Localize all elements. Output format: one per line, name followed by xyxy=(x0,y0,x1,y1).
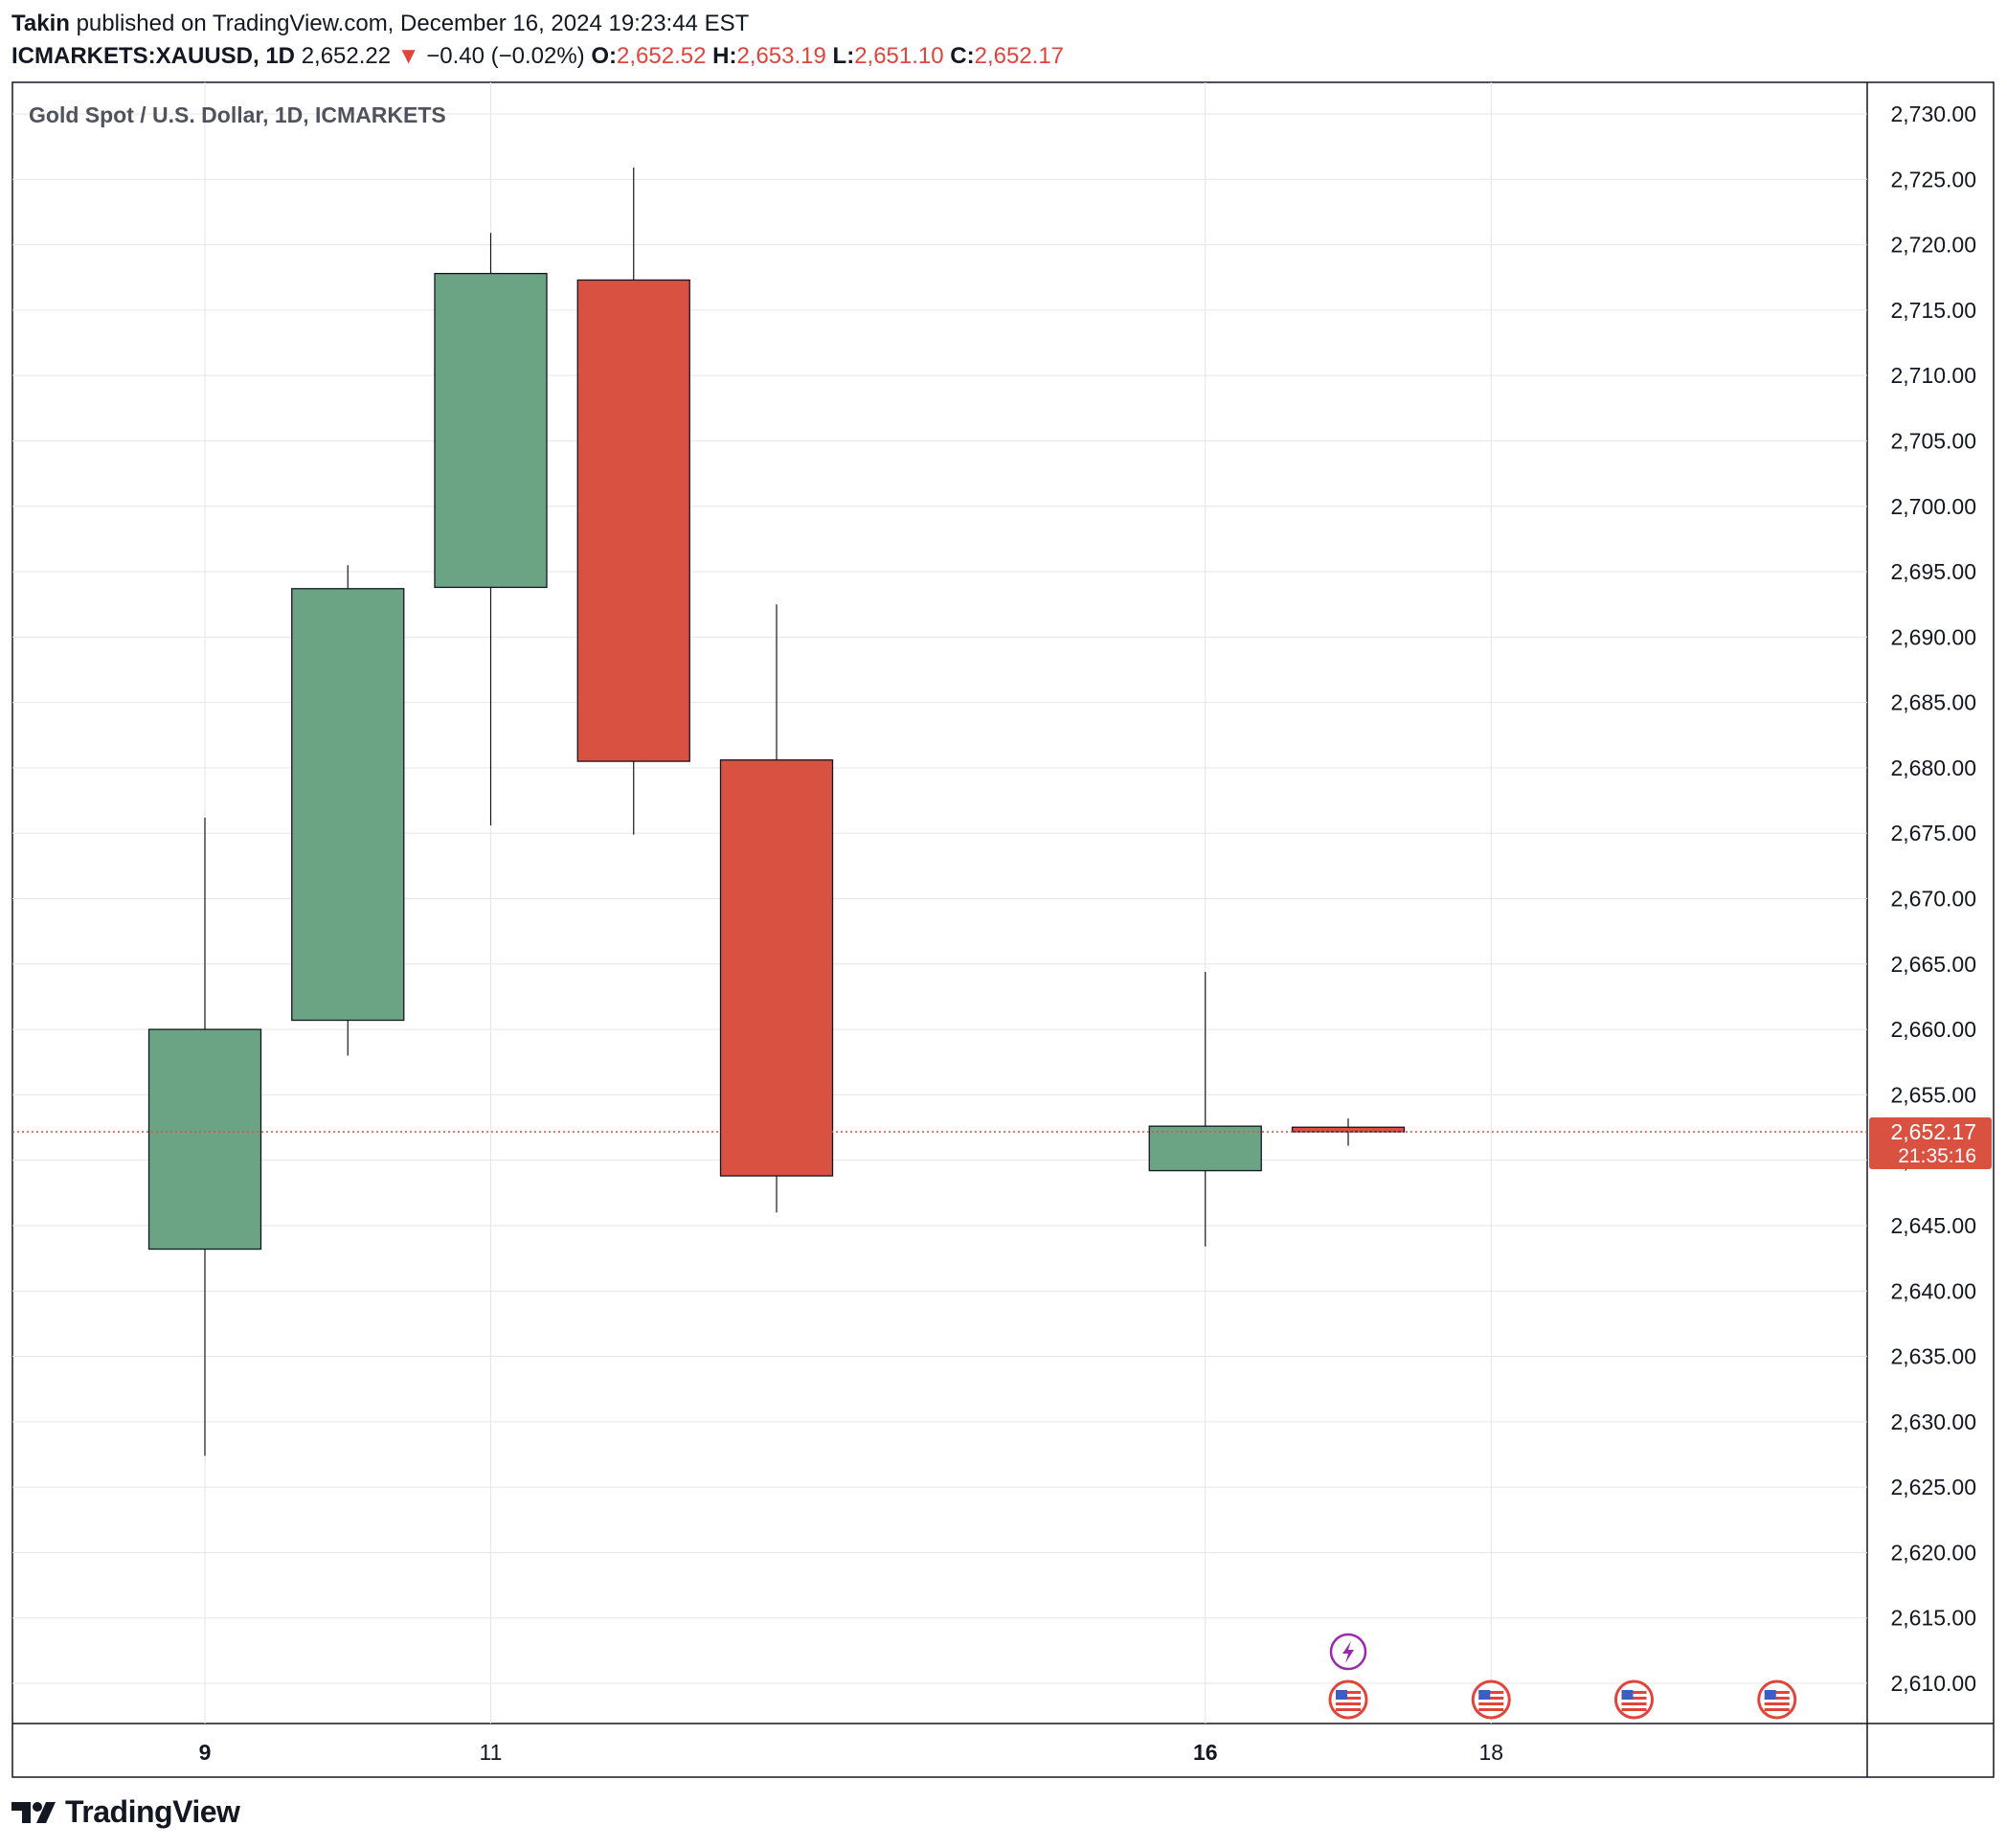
price-tick-label: 2,640.00 xyxy=(1890,1278,1976,1303)
countdown-label: 21:35:16 xyxy=(1898,1145,1976,1167)
bolt-icon xyxy=(1329,1633,1367,1671)
price-tick-label: 2,730.00 xyxy=(1890,101,1976,126)
footer: TradingView xyxy=(11,1794,240,1830)
candle-body xyxy=(434,272,548,589)
time-tick-label: 16 xyxy=(1193,1740,1218,1765)
candle xyxy=(434,233,548,826)
publish-line: Takin published on TradingView.com, Dece… xyxy=(11,8,1064,40)
price-tick-label: 2,625.00 xyxy=(1890,1475,1976,1499)
chart-title: Gold Spot / U.S. Dollar, 1D, ICMARKETS xyxy=(29,102,446,127)
candle xyxy=(719,604,834,1213)
price-tick-label: 2,655.00 xyxy=(1890,1082,1976,1107)
price-tick-label: 2,665.00 xyxy=(1890,952,1976,977)
close-value: 2,652.17 xyxy=(974,43,1065,69)
time-tick-label: 9 xyxy=(199,1740,212,1765)
quote-line: ICMARKETS:XAUUSD, 1D 2,652.22 ▼ −0.40 (−… xyxy=(11,40,1064,73)
price-tick-label: 2,610.00 xyxy=(1890,1671,1976,1696)
price-tick-label: 2,615.00 xyxy=(1890,1606,1976,1631)
open-value: 2,652.52 xyxy=(617,43,707,69)
chart-frame xyxy=(11,81,1995,1778)
time-tick-label: 11 xyxy=(480,1740,503,1765)
candle-body xyxy=(147,1028,262,1251)
price-tick-label: 2,680.00 xyxy=(1890,755,1976,780)
price-change: −0.40 (−0.02%) xyxy=(426,43,585,69)
price-tick-label: 2,675.00 xyxy=(1890,821,1976,845)
current-price-badge xyxy=(1869,1117,1992,1170)
open-label: O: xyxy=(591,43,618,69)
close-label: C: xyxy=(950,43,975,69)
price-tick-label: 2,685.00 xyxy=(1890,690,1976,715)
down-arrow-icon: ▼ xyxy=(396,43,420,69)
price-tick-label: 2,695.00 xyxy=(1890,559,1976,584)
price-tick-label: 2,725.00 xyxy=(1890,167,1976,192)
price-tick-label: 2,720.00 xyxy=(1890,233,1976,258)
high-label: H: xyxy=(712,43,737,69)
price-tick-label: 2,645.00 xyxy=(1890,1213,1976,1238)
us-flag-icon xyxy=(1328,1679,1368,1720)
candle-body xyxy=(1148,1125,1262,1172)
price-tick-label: 2,705.00 xyxy=(1890,428,1976,453)
candle-body xyxy=(291,588,405,1022)
footer-brand[interactable]: TradingView xyxy=(65,1794,240,1829)
symbol-label: ICMARKETS:XAUUSD, 1D xyxy=(11,43,296,69)
price-tick-label: 2,690.00 xyxy=(1890,624,1976,649)
last-price: 2,652.22 xyxy=(301,43,392,69)
price-tick-label: 2,620.00 xyxy=(1890,1540,1976,1565)
chart-header: Takin published on TradingView.com, Dece… xyxy=(11,8,1064,73)
us-flag-icon xyxy=(1614,1679,1654,1720)
price-tick-label: 2,715.00 xyxy=(1890,298,1976,323)
current-price-label: 2,652.17 xyxy=(1890,1119,1976,1144)
candle xyxy=(291,565,405,1056)
high-value: 2,653.19 xyxy=(736,43,826,69)
price-tick-label: 2,635.00 xyxy=(1890,1344,1976,1369)
low-value: 2,651.10 xyxy=(854,43,944,69)
us-flag-icon xyxy=(1757,1679,1797,1720)
us-flag-icon xyxy=(1471,1679,1511,1720)
low-label: L: xyxy=(832,43,855,69)
time-tick-label: 18 xyxy=(1478,1740,1503,1765)
candle-body xyxy=(576,279,690,762)
candle xyxy=(147,817,262,1456)
price-tick-label: 2,630.00 xyxy=(1890,1409,1976,1434)
price-tick-label: 2,700.00 xyxy=(1890,494,1976,519)
tradingview-logo-icon xyxy=(11,1801,56,1823)
price-tick-label: 2,670.00 xyxy=(1890,887,1976,912)
price-tick-label: 2,710.00 xyxy=(1890,363,1976,388)
candle xyxy=(576,167,690,835)
candle-body xyxy=(719,759,834,1177)
publish-info: published on TradingView.com, December 1… xyxy=(76,11,750,36)
author-name[interactable]: Takin xyxy=(11,11,70,36)
candle xyxy=(1148,971,1262,1247)
price-tick-label: 2,660.00 xyxy=(1890,1017,1976,1042)
